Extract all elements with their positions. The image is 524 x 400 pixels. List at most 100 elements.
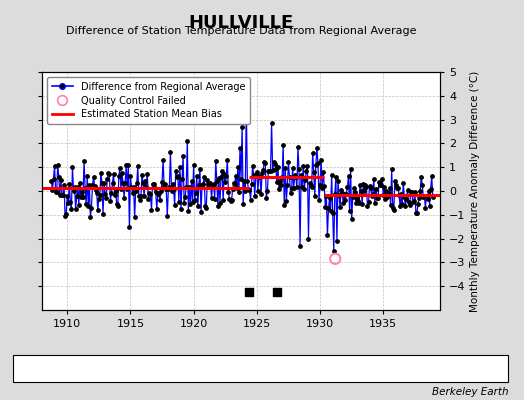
Point bbox=[63, 193, 71, 200]
Point bbox=[182, 184, 190, 190]
Point bbox=[345, 208, 354, 214]
Point bbox=[150, 185, 159, 191]
Point bbox=[220, 171, 228, 177]
Point bbox=[219, 197, 227, 204]
Point bbox=[355, 199, 363, 206]
Point bbox=[183, 138, 191, 144]
Point bbox=[253, 169, 261, 176]
Point bbox=[304, 235, 313, 242]
Point bbox=[377, 182, 385, 188]
Point bbox=[191, 196, 199, 203]
Point bbox=[82, 200, 90, 207]
Point bbox=[97, 169, 105, 176]
Point bbox=[53, 162, 62, 168]
Point bbox=[264, 167, 272, 174]
Point bbox=[140, 193, 148, 199]
Point bbox=[333, 238, 341, 244]
Point bbox=[79, 194, 87, 200]
Point bbox=[241, 188, 249, 195]
Point bbox=[189, 198, 197, 205]
Point bbox=[168, 180, 177, 187]
Point bbox=[172, 174, 181, 180]
Point bbox=[230, 180, 238, 186]
Point bbox=[297, 172, 305, 178]
Point bbox=[169, 186, 178, 192]
Point bbox=[407, 189, 415, 196]
Point bbox=[351, 189, 359, 195]
Point bbox=[247, 181, 256, 188]
Point bbox=[244, 186, 253, 192]
Point bbox=[415, 195, 423, 201]
Point bbox=[80, 158, 88, 164]
Point bbox=[372, 185, 380, 192]
Point bbox=[413, 210, 421, 216]
Point bbox=[420, 192, 429, 199]
Point bbox=[280, 201, 288, 208]
Point bbox=[335, 192, 343, 198]
Text: Berkeley Earth: Berkeley Earth bbox=[432, 387, 508, 397]
Point bbox=[73, 183, 82, 190]
Point bbox=[272, 179, 281, 186]
Point bbox=[406, 202, 414, 209]
Point bbox=[143, 171, 151, 177]
Point bbox=[278, 174, 286, 180]
Point bbox=[87, 204, 95, 211]
Point bbox=[341, 197, 350, 203]
Point bbox=[100, 180, 108, 186]
Point bbox=[314, 160, 322, 166]
Point bbox=[200, 174, 209, 180]
Point bbox=[233, 185, 241, 191]
Point bbox=[375, 178, 383, 185]
Point bbox=[70, 184, 79, 190]
Point bbox=[243, 178, 252, 184]
Point bbox=[332, 174, 340, 181]
Point bbox=[295, 166, 303, 172]
Point bbox=[252, 172, 260, 179]
Point bbox=[356, 182, 364, 188]
Point bbox=[128, 189, 137, 196]
Point bbox=[170, 202, 179, 208]
Point bbox=[364, 199, 373, 206]
Point bbox=[186, 201, 194, 207]
Point bbox=[405, 199, 413, 206]
Point bbox=[268, 166, 277, 173]
Point bbox=[157, 187, 165, 194]
Point bbox=[350, 185, 358, 191]
Point bbox=[282, 198, 290, 204]
Point bbox=[238, 124, 246, 130]
Point bbox=[273, 289, 281, 295]
Point bbox=[235, 189, 243, 195]
Text: HULLVILLE: HULLVILLE bbox=[189, 14, 293, 32]
Point bbox=[288, 185, 296, 191]
Point bbox=[266, 167, 275, 174]
Point bbox=[92, 187, 100, 193]
Point bbox=[179, 153, 187, 159]
Text: Empirical Break: Empirical Break bbox=[432, 363, 508, 374]
Point bbox=[416, 188, 424, 195]
Point bbox=[148, 180, 157, 187]
Point bbox=[291, 172, 299, 178]
Point bbox=[409, 198, 417, 205]
Point bbox=[424, 188, 433, 194]
Point bbox=[167, 188, 176, 194]
Point bbox=[325, 195, 334, 202]
Point bbox=[376, 182, 384, 188]
Point bbox=[145, 190, 154, 196]
Text: Time of Obs. Change: Time of Obs. Change bbox=[293, 363, 395, 374]
Point bbox=[267, 120, 276, 126]
Point bbox=[346, 166, 355, 172]
Point bbox=[117, 186, 125, 192]
Point bbox=[103, 176, 112, 182]
Point bbox=[255, 172, 263, 179]
Point bbox=[50, 162, 59, 169]
Point bbox=[85, 182, 93, 188]
Point bbox=[106, 197, 115, 204]
Point bbox=[105, 171, 114, 178]
Point bbox=[419, 194, 428, 200]
Point bbox=[214, 202, 222, 209]
Point bbox=[215, 175, 223, 182]
Point bbox=[337, 186, 345, 193]
Point bbox=[152, 206, 161, 212]
Point bbox=[159, 157, 167, 164]
Point bbox=[61, 213, 69, 220]
